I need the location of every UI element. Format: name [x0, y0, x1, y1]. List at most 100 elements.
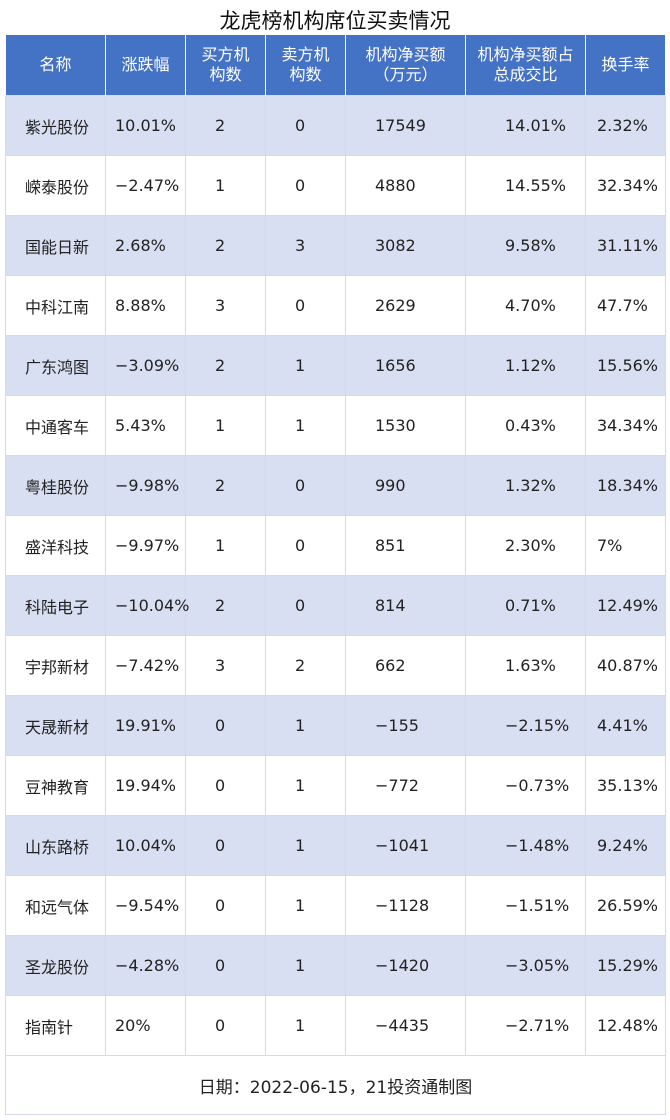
table-row: 广东鸿图 −3.09% 2 1 1656 1.12% 15.56%	[5, 335, 666, 396]
cell-turnover: 15.56%	[585, 335, 666, 396]
cell-buyer-count: 0	[185, 815, 266, 876]
cell-seller-count: 1	[265, 395, 346, 456]
cell-net-buy-ratio: −3.05%	[465, 935, 586, 996]
cell-change-pct: 10.04%	[105, 815, 186, 876]
cell-name: 粤桂股份	[5, 455, 106, 516]
cell-net-buy: 17549	[345, 95, 466, 156]
table-row: 山东路桥 10.04% 0 1 −1041 −1.48% 9.24%	[5, 815, 666, 876]
cell-buyer-count: 2	[185, 455, 266, 516]
cell-change-pct: −10.04%	[105, 575, 189, 636]
cell-net-buy: −772	[345, 755, 466, 816]
cell-seller-count: 0	[265, 275, 346, 336]
cell-net-buy: −1041	[345, 815, 466, 876]
cell-net-buy-ratio: 14.01%	[465, 95, 586, 156]
cell-buyer-count: 3	[185, 635, 266, 696]
cell-buyer-count: 2	[185, 215, 266, 276]
cell-net-buy-ratio: −1.48%	[465, 815, 586, 876]
header-net-buy: 机构净买额 （万元）	[345, 35, 466, 96]
header-name: 名称	[5, 35, 106, 96]
cell-name: 宇邦新材	[5, 635, 106, 696]
cell-seller-count: 1	[265, 995, 346, 1056]
cell-buyer-count: 0	[185, 935, 266, 996]
cell-name: 指南针	[5, 995, 106, 1056]
cell-net-buy-ratio: 9.58%	[465, 215, 586, 276]
cell-turnover: 9.24%	[585, 815, 666, 876]
cell-turnover: 47.7%	[585, 275, 666, 336]
cell-turnover: 31.11%	[585, 215, 666, 276]
cell-net-buy: −4435	[345, 995, 466, 1056]
cell-change-pct: −2.47%	[105, 155, 186, 216]
cell-name: 盛洋科技	[5, 515, 106, 576]
table-row: 指南针 20% 0 1 −4435 −2.71% 12.48%	[5, 995, 666, 1056]
cell-change-pct: 5.43%	[105, 395, 186, 456]
cell-net-buy-ratio: 4.70%	[465, 275, 586, 336]
cell-change-pct: −9.98%	[105, 455, 186, 516]
cell-seller-count: 0	[265, 95, 346, 156]
cell-net-buy: 4880	[345, 155, 466, 216]
table-row: 豆神教育 19.94% 0 1 −772 −0.73% 35.13%	[5, 755, 666, 816]
cell-seller-count: 1	[265, 695, 346, 756]
cell-name: 中通客车	[5, 395, 106, 456]
header-turnover: 换手率	[585, 35, 666, 96]
cell-net-buy: −155	[345, 695, 466, 756]
cell-turnover: 26.59%	[585, 875, 666, 936]
cell-net-buy: 3082	[345, 215, 466, 276]
cell-net-buy-ratio: 1.12%	[465, 335, 586, 396]
cell-name: 广东鸿图	[5, 335, 106, 396]
table-row: 国能日新 2.68% 2 3 3082 9.58% 31.11%	[5, 215, 666, 276]
cell-net-buy-ratio: −2.71%	[465, 995, 586, 1056]
table-row: 嵘泰股份 −2.47% 1 0 4880 14.55% 32.34%	[5, 155, 666, 216]
table-row: 和远气体 −9.54% 0 1 −1128 −1.51% 26.59%	[5, 875, 666, 936]
cell-name: 圣龙股份	[5, 935, 106, 996]
cell-name: 豆神教育	[5, 755, 106, 816]
cell-change-pct: −9.97%	[105, 515, 186, 576]
cell-seller-count: 0	[265, 575, 346, 636]
table-row: 中科江南 8.88% 3 0 2629 4.70% 47.7%	[5, 275, 666, 336]
table-row: 紫光股份 10.01% 2 0 17549 14.01% 2.32%	[5, 95, 666, 156]
cell-net-buy-ratio: 1.32%	[465, 455, 586, 516]
cell-seller-count: 3	[265, 215, 346, 276]
cell-buyer-count: 1	[185, 515, 266, 576]
table-row: 中通客车 5.43% 1 1 1530 0.43% 34.34%	[5, 395, 666, 456]
cell-turnover: 32.34%	[585, 155, 666, 216]
cell-buyer-count: 2	[185, 95, 266, 156]
cell-turnover: 12.49%	[585, 575, 666, 636]
cell-seller-count: 0	[265, 515, 346, 576]
cell-buyer-count: 0	[185, 995, 266, 1056]
header-row: 名称 涨跌幅 买方机 构数 卖方机 构数 机构净买额 （万元） 机构净买额占 总成交比 换手…	[5, 35, 666, 96]
cell-change-pct: 19.94%	[105, 755, 186, 816]
cell-name: 科陆电子	[5, 575, 106, 636]
cell-turnover: 35.13%	[585, 755, 666, 816]
cell-turnover: 2.32%	[585, 95, 666, 156]
cell-turnover: 15.29%	[585, 935, 666, 996]
table-row: 科陆电子 −10.04% 2 0 814 0.71% 12.49%	[5, 575, 666, 636]
cell-net-buy: 851	[345, 515, 466, 576]
cell-net-buy: 662	[345, 635, 466, 696]
cell-change-pct: 20%	[105, 995, 186, 1056]
cell-net-buy-ratio: −2.15%	[465, 695, 586, 756]
cell-net-buy: 1530	[345, 395, 466, 456]
cell-buyer-count: 0	[185, 695, 266, 756]
cell-change-pct: −7.42%	[105, 635, 186, 696]
cell-buyer-count: 2	[185, 335, 266, 396]
table-row: 天晟新材 19.91% 0 1 −155 −2.15% 4.41%	[5, 695, 666, 756]
cell-net-buy-ratio: 2.30%	[465, 515, 586, 576]
cell-name: 中科江南	[5, 275, 106, 336]
cell-buyer-count: 0	[185, 875, 266, 936]
header-net-buy-ratio: 机构净买额占 总成交比	[465, 35, 586, 96]
cell-net-buy-ratio: 1.63%	[465, 635, 586, 696]
cell-turnover: 18.34%	[585, 455, 666, 516]
cell-buyer-count: 2	[185, 575, 266, 636]
cell-turnover: 7%	[585, 515, 666, 576]
header-change-pct: 涨跌幅	[105, 35, 186, 96]
cell-name: 和远气体	[5, 875, 106, 936]
cell-buyer-count: 1	[185, 395, 266, 456]
cell-seller-count: 0	[265, 455, 346, 516]
cell-change-pct: −4.28%	[105, 935, 186, 996]
cell-seller-count: 1	[265, 875, 346, 936]
cell-name: 山东路桥	[5, 815, 106, 876]
cell-net-buy-ratio: 14.55%	[465, 155, 586, 216]
cell-net-buy-ratio: 0.43%	[465, 395, 586, 456]
cell-net-buy: 814	[345, 575, 466, 636]
table-title: 龙虎榜机构席位买卖情况	[219, 9, 451, 33]
